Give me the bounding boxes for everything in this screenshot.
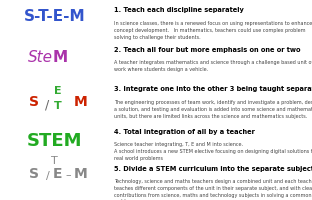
Text: The engineering processes of team work, identify and investigate a problem, desi: The engineering processes of team work, … [114, 100, 312, 119]
Text: S: S [29, 167, 39, 181]
Text: A teacher integrates mathematics and science through a challenge based unit of
w: A teacher integrates mathematics and sci… [114, 60, 312, 72]
Text: –: – [66, 170, 71, 180]
Text: T: T [54, 101, 61, 111]
Text: 1. Teach each discipline separately: 1. Teach each discipline separately [114, 7, 244, 13]
Text: E: E [53, 167, 62, 181]
Text: S: S [29, 95, 39, 109]
Text: /: / [45, 98, 49, 111]
Text: 3. Integrate one into the other 3 being taught separately: 3. Integrate one into the other 3 being … [114, 86, 312, 92]
Text: M: M [53, 50, 68, 65]
Text: 2. Teach all four but more emphasis on one or two: 2. Teach all four but more emphasis on o… [114, 47, 300, 53]
Text: S-T-E-M: S-T-E-M [24, 9, 85, 24]
Text: M: M [74, 95, 88, 109]
Text: 4. Total integration of all by a teacher: 4. Total integration of all by a teacher [114, 129, 255, 135]
Text: Ste: Ste [28, 50, 53, 65]
Text: T: T [51, 156, 58, 166]
Text: E: E [54, 86, 61, 96]
Text: M: M [73, 167, 87, 181]
Text: /: / [46, 171, 50, 181]
Text: In science classes, there is a renewed focus on using representations to enhance: In science classes, there is a renewed f… [114, 21, 312, 40]
Text: Technology, science and maths teachers design a combined unit and each teacher
t: Technology, science and maths teachers d… [114, 179, 312, 200]
Text: STEM: STEM [27, 132, 82, 150]
Text: Science teacher integrating, T, E and M into science.
A school introduces a new : Science teacher integrating, T, E and M … [114, 142, 312, 161]
Text: 5. Divide a STEM curriculum into the separate subjects: 5. Divide a STEM curriculum into the sep… [114, 166, 312, 172]
